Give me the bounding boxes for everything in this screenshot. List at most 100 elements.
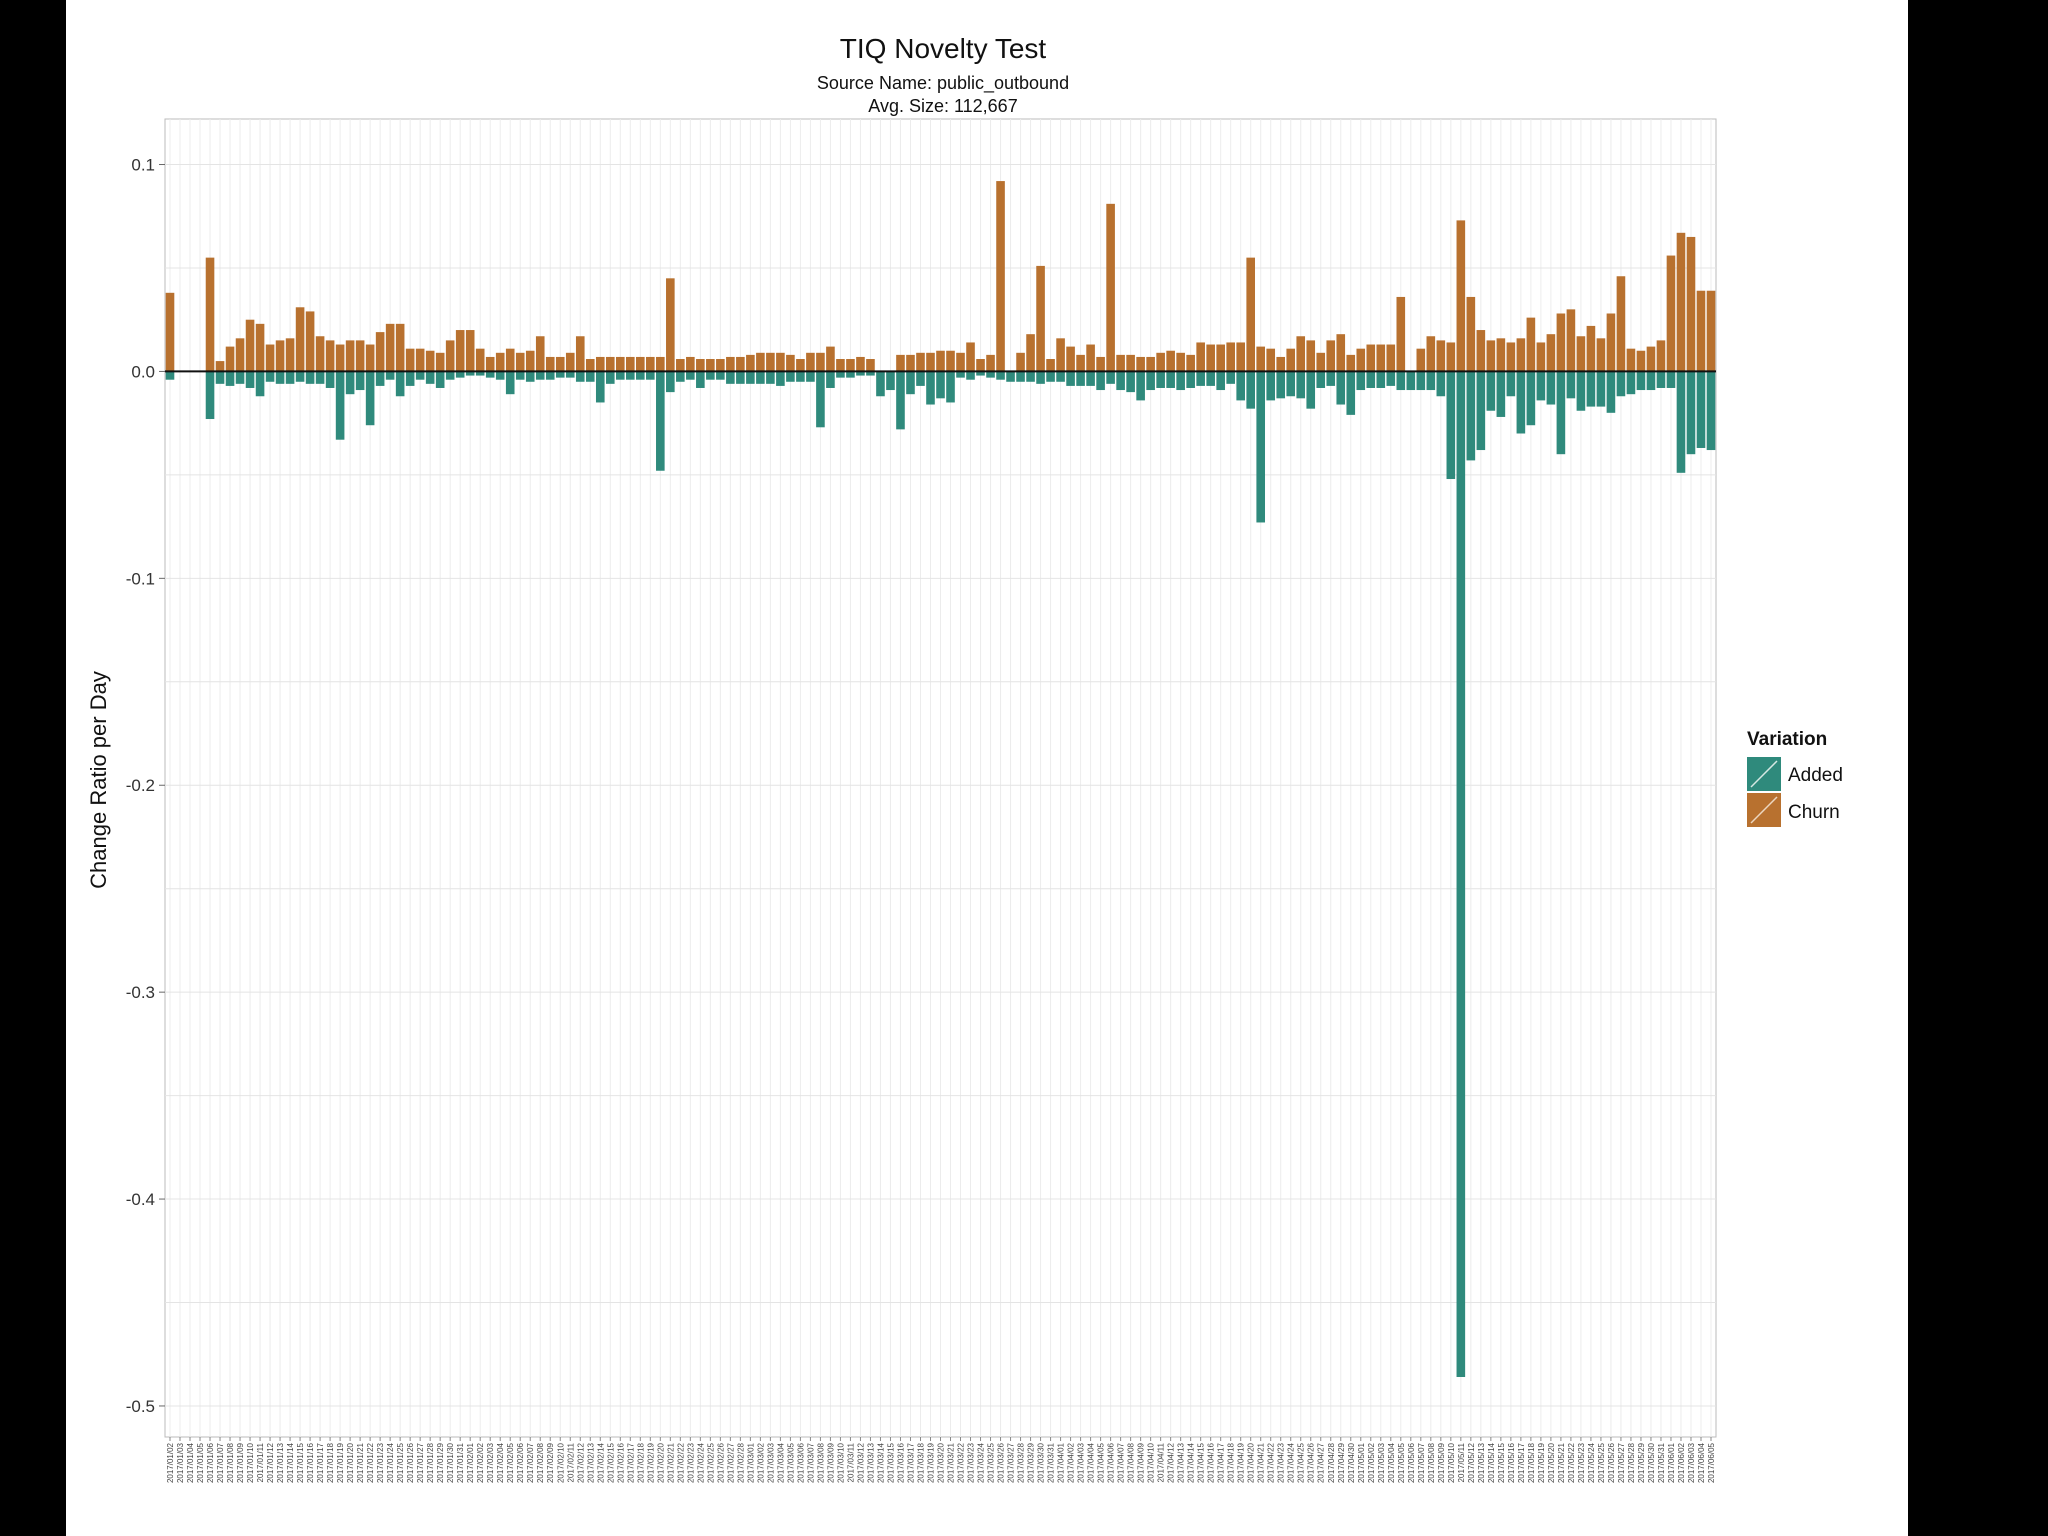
x-tick-label: 2017/05/29 [1637, 1442, 1646, 1483]
legend-label-churn: Churn [1788, 802, 1840, 823]
bar-churn [1156, 352, 1165, 372]
bar-churn [225, 346, 235, 372]
x-tick-label: 2017/02/25 [706, 1442, 715, 1483]
bar-churn [1536, 342, 1546, 372]
bar-added [1016, 371, 1025, 382]
bar-added [1306, 371, 1316, 409]
x-tick-label: 2017/03/15 [886, 1442, 895, 1483]
bar-added [1556, 371, 1566, 455]
y-tick-label: -0.3 [126, 983, 155, 1002]
legend-swatch-churn-slash [1750, 796, 1778, 824]
bar-added [1296, 371, 1306, 399]
x-tick-label: 2017/01/10 [246, 1442, 255, 1483]
bar-churn [1356, 348, 1366, 372]
bar-churn [1686, 236, 1696, 372]
x-tick-label: 2017/03/17 [906, 1442, 915, 1483]
x-tick-label: 2017/05/05 [1397, 1442, 1406, 1483]
bar-churn [605, 356, 615, 372]
bar-churn [646, 356, 655, 372]
bar-added [1706, 371, 1716, 451]
bar-churn [926, 352, 935, 372]
bar-churn [1026, 334, 1035, 372]
x-tick-label: 2017/05/21 [1557, 1442, 1566, 1483]
bar-churn [1646, 346, 1656, 372]
bar-added [966, 371, 975, 380]
x-tick-label: 2017/03/11 [846, 1442, 855, 1482]
bar-added [425, 371, 435, 384]
x-tick-label: 2017/04/22 [1267, 1442, 1276, 1483]
bar-churn [445, 340, 455, 372]
bar-churn [656, 356, 665, 372]
x-tick-label: 2017/05/24 [1587, 1442, 1596, 1483]
x-tick-label: 2017/01/22 [366, 1442, 375, 1483]
x-tick-label: 2017/05/17 [1517, 1442, 1526, 1483]
bar-churn [1326, 340, 1336, 372]
bar-added [335, 371, 345, 440]
bar-added [1476, 371, 1486, 451]
bar-added [1326, 371, 1336, 386]
bar-added [1036, 371, 1045, 384]
bar-added [716, 371, 725, 380]
x-tick-label: 2017/01/18 [326, 1442, 335, 1483]
bar-added [375, 371, 385, 386]
x-tick-label: 2017/03/27 [1007, 1442, 1016, 1483]
bar-churn [1266, 348, 1276, 372]
bar-churn [525, 350, 535, 372]
bar-churn [1526, 317, 1536, 372]
bar-added [666, 371, 675, 393]
bar-churn [806, 352, 815, 372]
bar-added [836, 371, 845, 378]
bar-churn [1636, 350, 1646, 372]
bar-added [1066, 371, 1075, 386]
bar-churn [1336, 334, 1346, 372]
bar-churn [1666, 255, 1676, 372]
bar-added [505, 371, 515, 395]
bar-added [956, 371, 965, 378]
bar-added [876, 371, 885, 397]
bar-added [625, 371, 635, 380]
x-tick-label: 2017/04/25 [1297, 1442, 1306, 1483]
bar-added [706, 371, 715, 380]
bar-added [1046, 371, 1055, 382]
bar-added [1076, 371, 1085, 386]
x-tick-label: 2017/03/01 [746, 1442, 755, 1483]
bar-added [656, 371, 665, 471]
y-tick-label: -0.4 [126, 1190, 155, 1209]
x-tick-label: 2017/01/11 [256, 1442, 265, 1482]
y-tick-label: -0.2 [126, 776, 155, 795]
x-tick-label: 2017/03/24 [977, 1442, 986, 1483]
x-tick-label: 2017/01/19 [336, 1442, 345, 1483]
bar-added [696, 371, 705, 388]
x-tick-label: 2017/03/25 [987, 1442, 996, 1483]
bar-churn [325, 340, 335, 372]
x-tick-label: 2017/01/28 [426, 1442, 435, 1483]
bar-added [796, 371, 805, 382]
bar-churn [215, 361, 225, 372]
bar-churn [1346, 354, 1356, 372]
x-tick-label: 2017/02/08 [536, 1442, 545, 1483]
bar-added [1656, 371, 1666, 388]
bar-added [235, 371, 245, 384]
x-tick-label: 2017/01/21 [356, 1442, 365, 1483]
bar-churn [1676, 232, 1686, 372]
x-tick-label: 2017/01/12 [266, 1442, 275, 1483]
bar-added [1536, 371, 1546, 401]
bar-churn [796, 359, 805, 372]
x-tick-label: 2017/01/09 [236, 1442, 245, 1483]
bar-added [385, 371, 395, 380]
x-tick-label: 2017/05/28 [1627, 1442, 1636, 1483]
bar-added [255, 371, 265, 397]
bar-churn [375, 332, 385, 372]
x-tick-label: 2017/01/02 [166, 1442, 175, 1483]
bar-added [1086, 371, 1095, 386]
x-tick-label: 2017/05/20 [1547, 1442, 1556, 1483]
bar-churn [1456, 220, 1466, 372]
bar-churn [495, 352, 505, 372]
bar-added [395, 371, 405, 397]
x-tick-label: 2017/03/26 [997, 1442, 1006, 1483]
bar-churn [776, 352, 785, 372]
bar-added [1216, 371, 1225, 391]
bar-added [355, 371, 365, 391]
x-tick-label: 2017/05/01 [1357, 1442, 1366, 1483]
bar-churn [1656, 340, 1666, 372]
